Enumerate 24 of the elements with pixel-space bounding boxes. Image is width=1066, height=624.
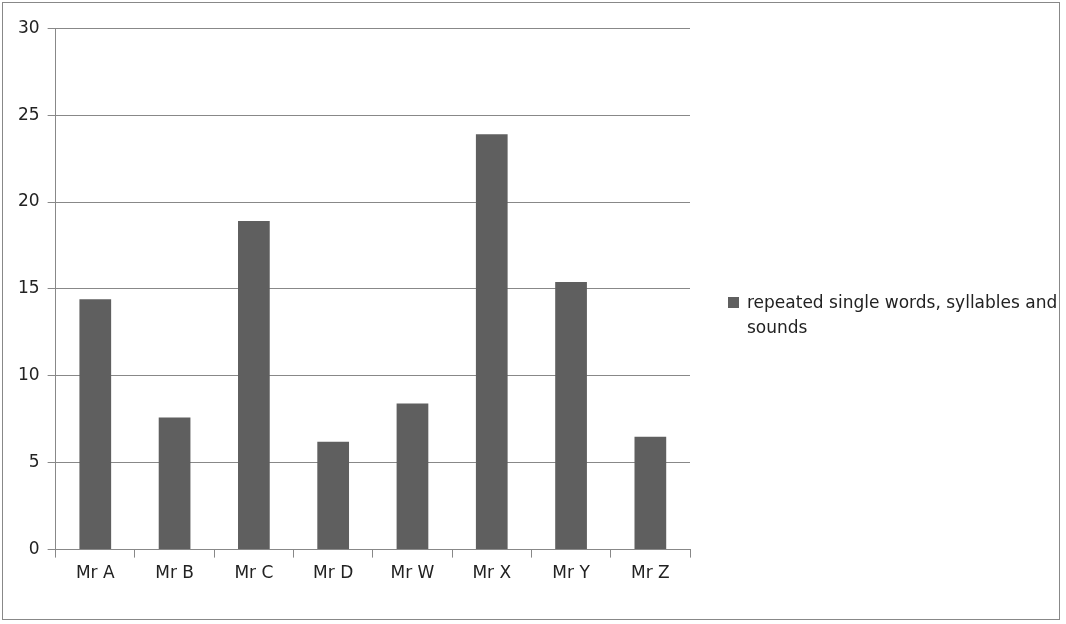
bar xyxy=(158,417,191,550)
x-tick-label: Mr A xyxy=(75,562,115,583)
y-tick-label: 20 xyxy=(17,190,40,211)
bar xyxy=(634,436,667,550)
y-tick-label: 25 xyxy=(17,103,40,124)
bar xyxy=(396,403,429,550)
bar xyxy=(555,281,587,550)
x-tick-label: Mr C xyxy=(234,562,274,583)
x-tick-label: Mr Y xyxy=(552,562,591,583)
x-tick-label: Mr Z xyxy=(630,562,670,583)
bar xyxy=(317,441,350,550)
bar xyxy=(475,134,508,550)
x-tick-label: Mr B xyxy=(155,562,194,583)
x-tick-label: Mr D xyxy=(313,562,354,583)
y-tick-label: 5 xyxy=(28,451,40,472)
y-tick-label: 10 xyxy=(17,364,40,385)
y-tick-label: 30 xyxy=(17,16,40,37)
y-tick-label: 15 xyxy=(17,277,40,298)
bar xyxy=(79,299,112,550)
x-tick-label: Mr X xyxy=(472,562,512,583)
legend-label: repeated single words, syllables and sounds xyxy=(747,291,1058,339)
y-tick-label: 0 xyxy=(28,538,40,559)
bar xyxy=(238,221,270,550)
x-tick-label: Mr W xyxy=(390,562,435,583)
